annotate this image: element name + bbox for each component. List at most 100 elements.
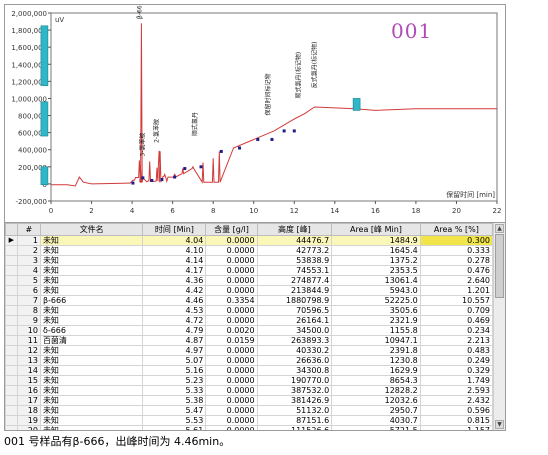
column-header[interactable]: Area % [%] [419,223,494,236]
table-cell: 2 [16,245,41,256]
table-cell: 未知 [39,355,144,366]
table-cell: 2950.7 [331,405,421,416]
column-header[interactable]: # [16,223,41,236]
table-row[interactable]: 6 未知 4.42 0.0000 213844.9 5943.0 1.201 [5,285,494,296]
row-pointer-cell [5,265,18,276]
table-row[interactable]: 14 未知 5.16 0.0000 34300.8 1629.9 0.329 [5,365,494,376]
table-cell: 未知 [39,405,144,416]
table-cell: 12032.6 [331,395,421,406]
table-row[interactable]: 12 未知 4.97 0.0000 40330.2 2391.8 0.483 [5,345,494,356]
table-row[interactable]: 8 未知 4.53 0.0000 70596.5 3505.6 0.709 [5,305,494,316]
table-cell: 16 [16,385,41,396]
column-header[interactable]: 含量 [g/l] [205,223,258,236]
baseline-marker [256,137,260,141]
table-cell: 10 [16,325,41,336]
table-row[interactable]: 20 未知 5.61 0.0000 111526.6 5721.5 1.157 [5,425,494,430]
column-header[interactable]: 文件名 [39,223,144,236]
y-tick-label: 600,000 [18,130,47,138]
table-cell: 未知 [39,265,144,276]
table-cell: 0.709 [419,305,494,316]
table-cell: 5.16 [142,365,207,376]
table-cell: 0.0000 [205,265,258,276]
table-cell: 0.0000 [205,285,258,296]
table-cell: 70596.5 [256,305,333,316]
row-pointer-cell [5,245,18,256]
table-cell: 12828.2 [331,385,421,396]
table-row[interactable]: 17 未知 5.38 0.0000 381426.9 12032.6 2.432 [5,395,494,406]
table-cell: 51132.0 [256,405,333,416]
x-tick-label: 16 [371,207,380,215]
table-row[interactable]: 11 百菌清 4.87 0.0159 263893.3 10947.1 2.213 [5,335,494,346]
table-vertical-scrollbar[interactable]: ▲ ▼ [493,223,505,430]
y-tick-label: 1,400,000 [11,61,47,69]
table-row[interactable]: 2 未知 4.10 0.0000 42773.2 1645.4 0.333 [5,245,494,256]
column-header[interactable]: Area [峰 Min] [331,223,421,236]
row-pointer-cell [5,325,18,336]
table-cell: 0.0000 [205,425,258,430]
table-row[interactable]: ▶ 1 未知 4.04 0.0000 44476.7 1484.9 0.300 [5,235,494,246]
x-tick-label: 0 [49,207,53,215]
table-cell: 4 [16,265,41,276]
table-cell: 18 [16,405,41,416]
baseline-marker [141,176,145,180]
table-cell: 0.0000 [205,365,258,376]
table-cell: 8 [16,305,41,316]
table-row[interactable]: 4 未知 4.17 0.0000 74553.1 2353.5 0.476 [5,265,494,276]
y-tick-label: 1,000,000 [11,95,47,103]
plot-area-border [50,12,498,202]
table-cell: 2321.9 [331,315,421,326]
scroll-up-icon[interactable]: ▲ [495,224,504,233]
x-tick-label: 20 [452,207,461,215]
table-row[interactable]: 10 δ-666 4.79 0.0020 34500.0 1155.8 0.234 [5,325,494,336]
table-cell: 0.0000 [205,375,258,386]
column-header[interactable]: 时间 [Min] [142,223,207,236]
table-cell: 0.815 [419,415,494,426]
table-header-row: # 文件名 时间 [Min] 含量 [g/l] 高度 [峰] Area [峰 M… [5,223,494,236]
table-cell: 1 [16,235,41,246]
table-cell: 0.0000 [205,255,258,266]
caption-text: 001 号样品有β-666，出峰时间为 4.46min。 [4,435,231,448]
table-cell: 19 [16,415,41,426]
table-cell: 未知 [39,375,144,386]
table-row[interactable]: 7 β-666 4.46 0.3354 1880798.9 52225.0 10.557 [5,295,494,306]
row-pointer-cell [5,385,18,396]
table-cell: 74553.1 [256,265,333,276]
table-row[interactable]: 18 未知 5.47 0.0000 51132.0 2950.7 0.596 [5,405,494,416]
scroll-down-icon[interactable]: ▼ [495,420,504,429]
table-row[interactable]: 5 未知 4.36 0.0000 274877.4 13061.4 2.640 [5,275,494,286]
table-row[interactable]: 15 未知 5.23 0.0000 190770.0 8654.3 1.749 [5,375,494,386]
table-cell: 4.53 [142,305,207,316]
table-cell: 未知 [39,315,144,326]
row-pointer-cell [5,255,18,266]
table-cell: 1155.8 [331,325,421,336]
peak-label: 2-氯苯胺 [152,119,160,143]
table-row[interactable]: 19 未知 5.53 0.0000 87151.6 4030.7 0.815 [5,415,494,426]
table-cell: 40330.2 [256,345,333,356]
table-cell: 0.0000 [205,405,258,416]
table-cell: 未知 [39,305,144,316]
table-cell: 87151.6 [256,415,333,426]
table-cell: 0.0000 [205,245,258,256]
table-row[interactable]: 16 未知 5.33 0.0000 387532.0 12828.2 2.593 [5,385,494,396]
chromatogram-trace [51,23,497,187]
table-cell: 52225.0 [331,295,421,306]
table-cell: 13 [16,355,41,366]
table-cell: 4.42 [142,285,207,296]
table-cell: 34300.8 [256,365,333,376]
table-row[interactable]: 3 未知 4.14 0.0000 53838.9 1375.2 0.278 [5,255,494,266]
table-cell: 1.201 [419,285,494,296]
table-cell: 14 [16,365,41,376]
table-cell: 0.0000 [205,235,258,246]
scrollbar-thumb[interactable] [495,234,504,298]
table-cell: 未知 [39,235,144,246]
baseline-marker [292,129,296,133]
table-cell: 未知 [39,275,144,286]
table-cell: 387532.0 [256,385,333,396]
table-cell: 4.87 [142,335,207,346]
table-row[interactable]: 9 未知 4.72 0.0000 26164.1 2321.9 0.469 [5,315,494,326]
table-cell: 5.23 [142,375,207,386]
column-header[interactable]: 高度 [峰] [256,223,333,236]
table-cell: 0.0000 [205,395,258,406]
baseline-marker [131,181,135,185]
table-row[interactable]: 13 未知 5.07 0.0000 26636.0 1230.8 0.249 [5,355,494,366]
